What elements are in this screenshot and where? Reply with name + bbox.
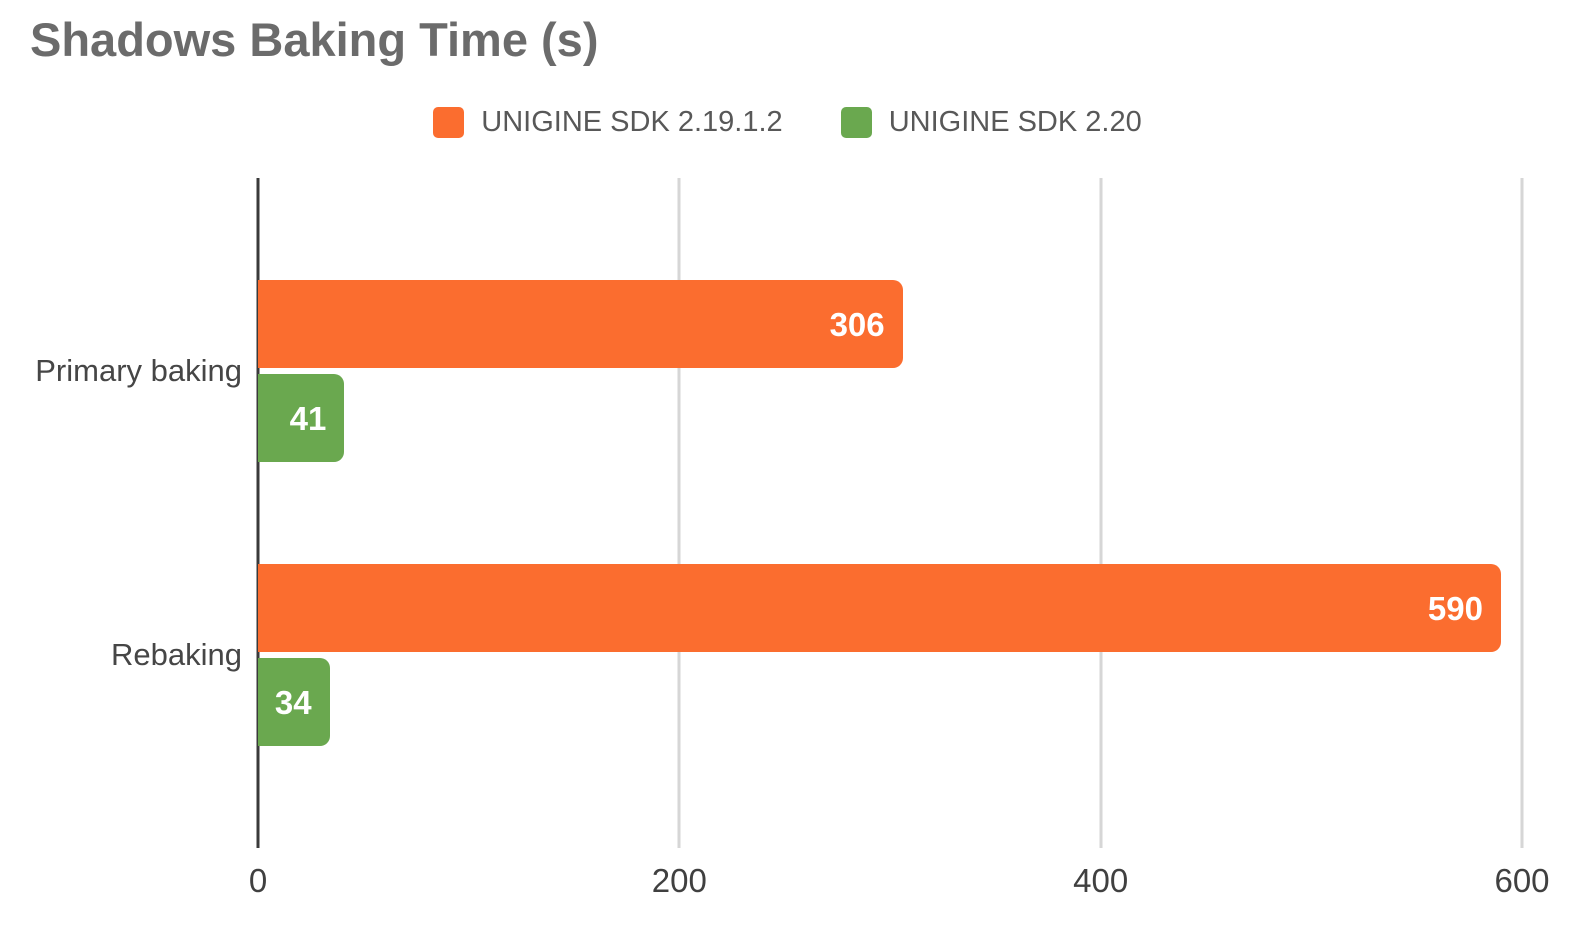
legend-swatch-icon (433, 107, 465, 138)
bar-series-1-cat-0[interactable]: 41 (258, 374, 345, 462)
bar-value-label: 590 (1427, 589, 1483, 627)
x-axis-tick-labels: 0 200 400 600 (249, 862, 1550, 904)
legend-label: UNIGINE SDK 2.20 (888, 106, 1142, 138)
bar-value-label: 306 (829, 305, 885, 343)
legend: UNIGINE SDK 2.19.1.2 UNIGINE SDK 2.20 (0, 106, 1575, 139)
gridline-x-600 (1520, 178, 1524, 848)
category-row-0: Primary baking 306 41 (35, 280, 1522, 462)
gridline-x-200 (677, 178, 681, 848)
category-label: Rebaking (111, 637, 242, 672)
y-axis-line (256, 178, 260, 848)
chart-title: Shadows Baking Time (s) (30, 13, 599, 66)
bar-value-label: 41 (289, 399, 327, 437)
plot-area: Primary baking 306 41 Rebaking 590 34 (35, 178, 1524, 848)
category-row-1: Rebaking 590 34 (111, 564, 1522, 746)
gridline-x-400 (1099, 178, 1103, 848)
bar-series-0-cat-1[interactable]: 590 (258, 564, 1501, 652)
bar-value-label: 34 (274, 683, 312, 721)
rows: Primary baking 306 41 Rebaking 590 34 (35, 178, 1522, 848)
bar-series-0-cat-0[interactable]: 306 (258, 280, 903, 368)
legend-item-0[interactable]: UNIGINE SDK 2.19.1.2 (433, 106, 783, 139)
x-tick-label-200: 200 (651, 862, 707, 899)
x-tick-label-0: 0 (248, 862, 268, 899)
x-tick-label-600: 600 (1494, 862, 1550, 899)
bar-series-1-cat-1[interactable]: 34 (258, 658, 330, 746)
legend-label: UNIGINE SDK 2.19.1.2 (481, 106, 783, 138)
legend-item-1[interactable]: UNIGINE SDK 2.20 (840, 106, 1142, 139)
category-label: Primary baking (35, 353, 242, 388)
legend-swatch-icon (840, 107, 872, 138)
x-tick-label-400: 400 (1073, 862, 1129, 899)
